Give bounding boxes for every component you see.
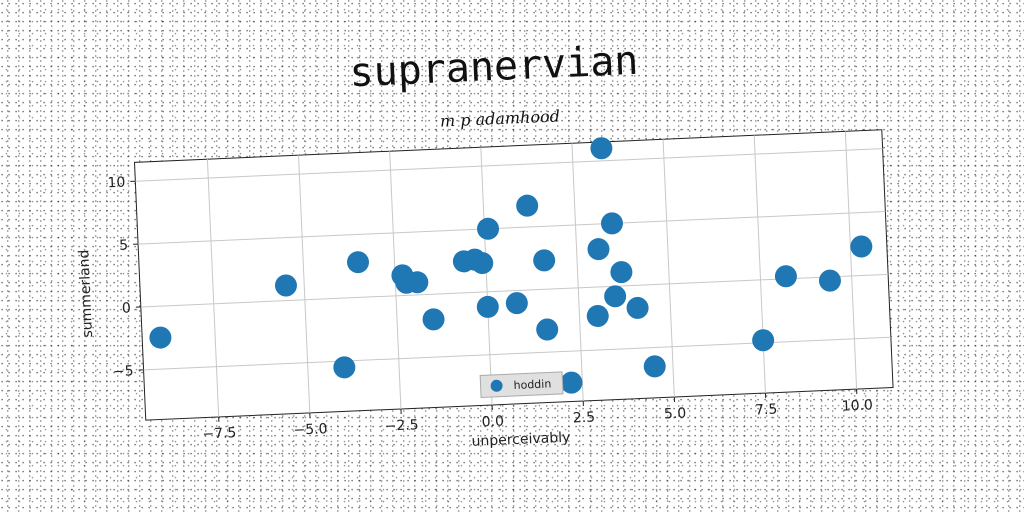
scatter-point: [850, 235, 873, 258]
y-axis-label: summerland: [76, 249, 96, 338]
scatter-point: [587, 238, 610, 261]
scatter-point: [590, 137, 613, 160]
scatter-point: [604, 285, 627, 308]
y-tick-label: −5: [113, 363, 134, 380]
y-tick-label: 0: [122, 300, 132, 316]
x-grid-line: [206, 159, 220, 417]
scatter-point: [406, 271, 429, 294]
grid-lines: [135, 131, 891, 417]
plot-area: −7.5 −5.0 −2.5 0.0 2.5 5.0 7.5 10.0 −5 0 5 10 unper…: [76, 129, 894, 450]
x-tick-label: −5.0: [293, 421, 328, 438]
scatter-points: [149, 137, 873, 394]
x-tick-label: −2.5: [384, 417, 419, 434]
scatter-point: [752, 329, 775, 352]
scatter-point: [516, 194, 539, 217]
x-tick-label: 7.5: [755, 402, 778, 419]
x-tick-label: 0.0: [481, 413, 504, 430]
x-grid-line: [662, 139, 675, 398]
scatter-point: [600, 212, 623, 235]
scatter-point: [560, 371, 583, 394]
x-axis-label: unperceivably: [471, 430, 570, 450]
x-tick-label: 2.5: [572, 410, 595, 427]
scatter-point: [476, 295, 499, 318]
y-grid-line: [138, 210, 886, 245]
y-grid-line: [135, 148, 883, 182]
scatter-point: [274, 274, 297, 297]
x-tick-label: 5.0: [664, 406, 687, 423]
axis-ticks: −7.5 −5.0 −2.5 0.0 2.5 5.0 7.5 10.0 −5 0 5 10: [107, 175, 873, 443]
y-tick-label: 10: [107, 175, 126, 192]
x-tick-label: −7.5: [202, 425, 237, 442]
scatter-point: [643, 355, 666, 378]
chart-title: supranervian: [349, 38, 640, 97]
legend-box: [479, 371, 564, 398]
plot-frame: [133, 129, 894, 421]
scatter-point: [477, 217, 500, 240]
y-tick-label: 5: [119, 238, 129, 254]
x-grid-line: [298, 155, 311, 413]
scatter-point: [610, 261, 633, 284]
scatter-point: [533, 249, 556, 272]
x-grid-line: [844, 131, 858, 390]
scatter-point: [347, 251, 370, 274]
scatter-point: [471, 252, 494, 275]
y-grid-line: [140, 273, 889, 308]
chart-subtitle: m p adamhood: [440, 106, 561, 130]
legend-marker: [490, 379, 503, 392]
scatter-point: [149, 326, 172, 349]
legend-entry: hoddin: [513, 377, 551, 392]
scatter-point: [422, 308, 445, 331]
x-grid-line: [480, 147, 493, 406]
x-tick-label: 10.0: [841, 397, 873, 414]
scatter-point: [333, 356, 356, 379]
scatter-point: [774, 265, 797, 288]
scatter-point: [536, 318, 559, 341]
scatter-point: [586, 304, 609, 327]
legend: hoddin: [479, 371, 564, 398]
scatter-point: [626, 296, 649, 319]
scatter-point: [818, 269, 841, 292]
x-grid-line: [571, 143, 584, 402]
scatter-point: [505, 292, 528, 315]
